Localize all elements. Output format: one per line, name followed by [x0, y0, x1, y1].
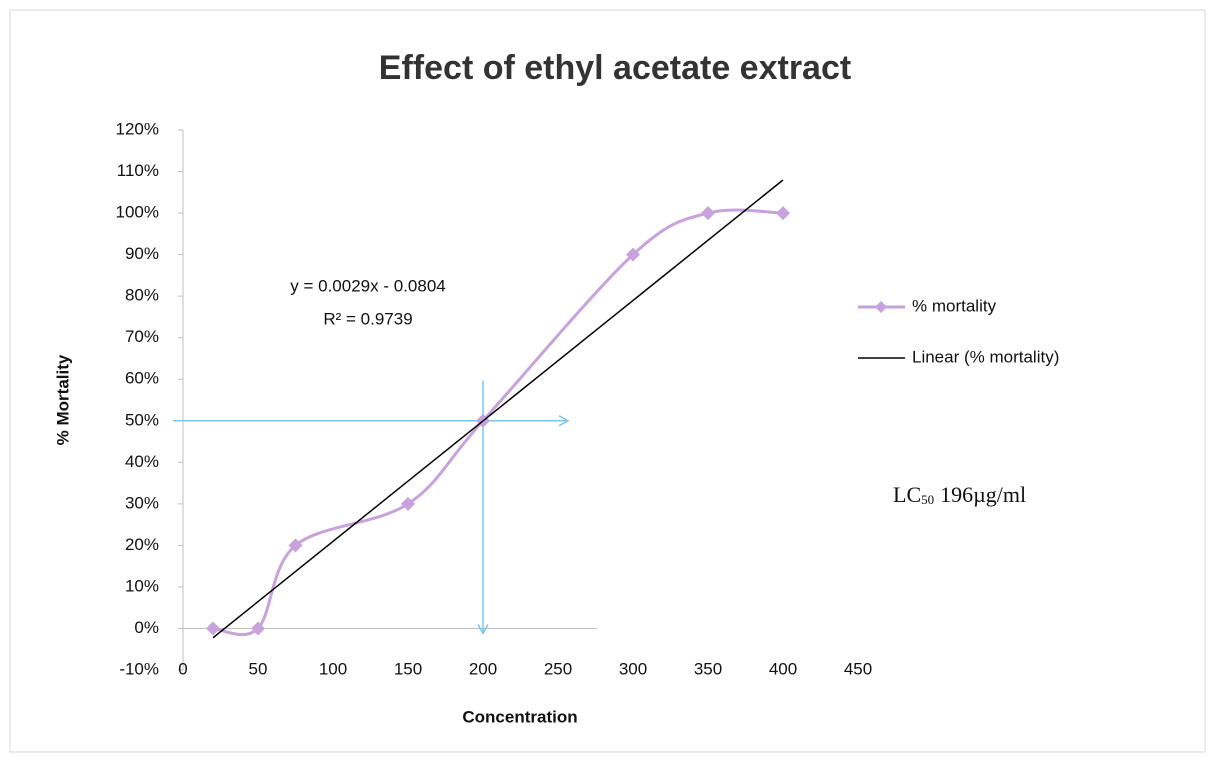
- y-tick-label: 70%: [125, 327, 159, 346]
- x-tick-label: 300: [619, 659, 647, 678]
- y-axis-label: % Mortality: [53, 354, 72, 445]
- y-tick-label: 60%: [125, 369, 159, 388]
- r-squared: R² = 0.9739: [323, 309, 412, 328]
- series-line: [212, 208, 784, 637]
- y-tick-label: 10%: [125, 576, 159, 595]
- x-axis-label: Concentration: [462, 707, 577, 726]
- x-tick-label: 0: [178, 659, 187, 678]
- y-tick-label: 30%: [125, 493, 159, 512]
- point: [288, 538, 303, 553]
- lc50-annotation: LC50 196µg/ml: [893, 482, 1026, 507]
- x-tick-label: 100: [319, 659, 347, 678]
- lc50-text: 196µg/ml: [940, 482, 1026, 507]
- x-tick-label: 150: [394, 659, 422, 678]
- legend-label: % mortality: [912, 296, 997, 315]
- y-tick-label: 0%: [134, 618, 159, 637]
- point: [206, 621, 220, 636]
- legend-marker: [875, 301, 887, 313]
- x-tick-label: 200: [469, 659, 497, 678]
- point: [776, 206, 790, 221]
- y-tick-label: 120%: [116, 119, 159, 138]
- y-tick-label: 90%: [125, 244, 159, 263]
- y-tick-label: 100%: [116, 203, 159, 222]
- series-line: [212, 179, 784, 639]
- point: [626, 247, 640, 262]
- y-tick-label: 40%: [125, 452, 159, 471]
- equation: y = 0.0029x - 0.0804: [290, 276, 445, 295]
- point: [251, 621, 265, 636]
- x-tick-label: 250: [544, 659, 572, 678]
- chart-frame: [9, 9, 1206, 753]
- x-tick-label: 350: [694, 659, 722, 678]
- y-tick-label: -10%: [119, 659, 159, 678]
- y-tick-label: 110%: [117, 161, 159, 180]
- y-tick-label: 20%: [125, 535, 159, 554]
- lc50-symbol: LC: [893, 482, 921, 507]
- chart-title: Effect of ethyl acetate extract: [379, 49, 851, 87]
- legend-label: Linear (% mortality): [912, 347, 1059, 366]
- x-tick-label: 450: [844, 659, 872, 678]
- lc50-subscript: 50: [921, 492, 934, 507]
- y-tick-label: 80%: [125, 286, 159, 305]
- point: [701, 206, 715, 221]
- x-tick-label: 400: [769, 659, 797, 678]
- x-tick-label: 50: [249, 659, 268, 678]
- point: [401, 496, 415, 511]
- y-tick-label: 50%: [125, 410, 159, 429]
